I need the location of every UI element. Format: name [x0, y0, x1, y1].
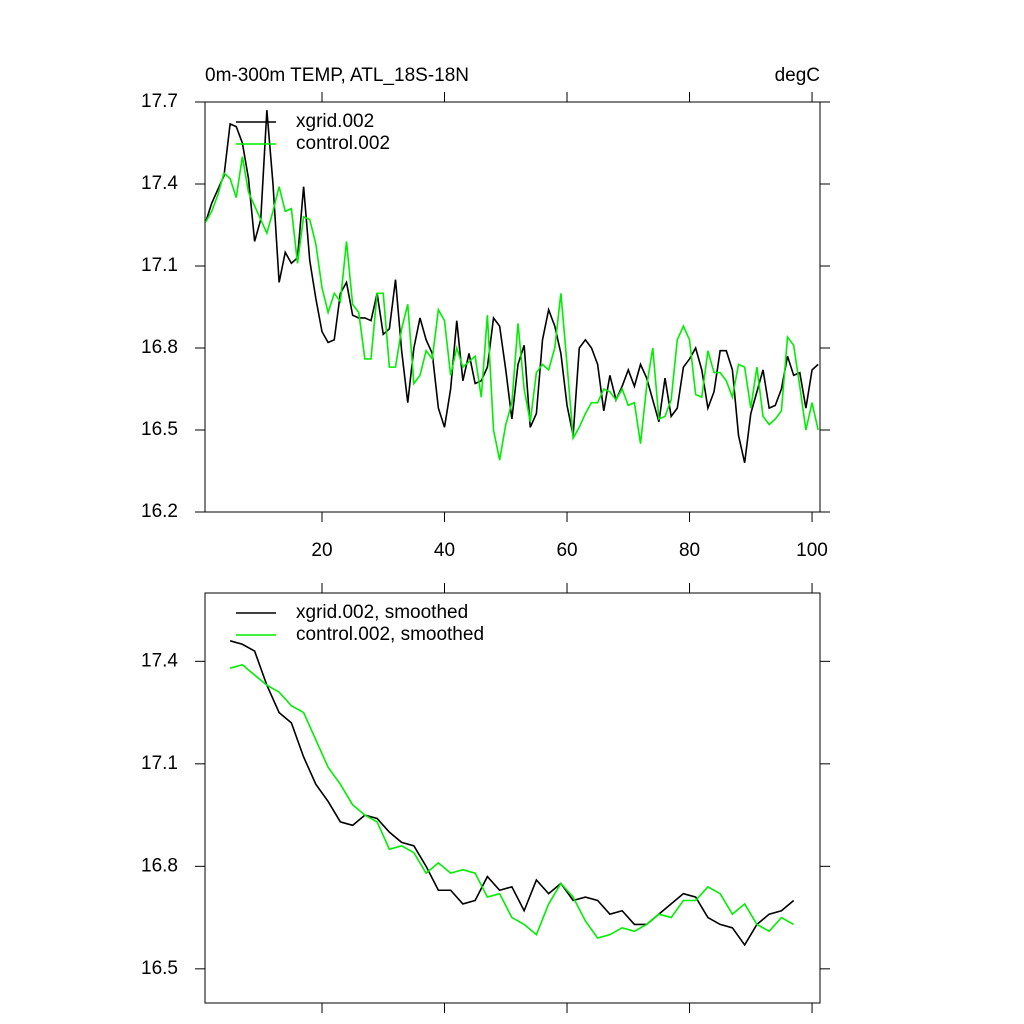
y-tick-label: 17.4	[141, 173, 178, 194]
series-line	[229, 640, 795, 947]
plot-frame	[204, 592, 821, 1004]
plot-frame	[204, 101, 821, 513]
series-line	[229, 663, 795, 940]
y-tick-label: 16.8	[141, 855, 178, 876]
x-tick-label: 80	[679, 540, 700, 561]
legend-label: xgrid.002	[296, 111, 374, 132]
x-tick-label: 100	[796, 540, 828, 561]
y-tick-label: 16.2	[141, 501, 178, 522]
y-tick-label: 17.7	[141, 91, 178, 112]
legend-label: control.002, smoothed	[296, 624, 484, 645]
series-line	[204, 156, 819, 461]
units-label: degC	[775, 65, 820, 86]
y-tick-label: 16.5	[141, 419, 178, 440]
legend-label: xgrid.002, smoothed	[296, 602, 468, 623]
y-tick-label: 17.1	[141, 753, 178, 774]
y-tick-label: 17.1	[141, 255, 178, 276]
y-tick-label: 16.8	[141, 337, 178, 358]
y-tick-label: 17.4	[141, 650, 178, 671]
legend-label: control.002	[296, 133, 390, 154]
x-tick-label: 40	[434, 540, 455, 561]
y-tick-label: 16.5	[141, 958, 178, 979]
series-line	[204, 110, 819, 463]
x-tick-label: 20	[311, 540, 332, 561]
x-tick-label: 60	[556, 540, 577, 561]
chart-title: 0m-300m TEMP, ATL_18S-18N	[205, 65, 469, 86]
